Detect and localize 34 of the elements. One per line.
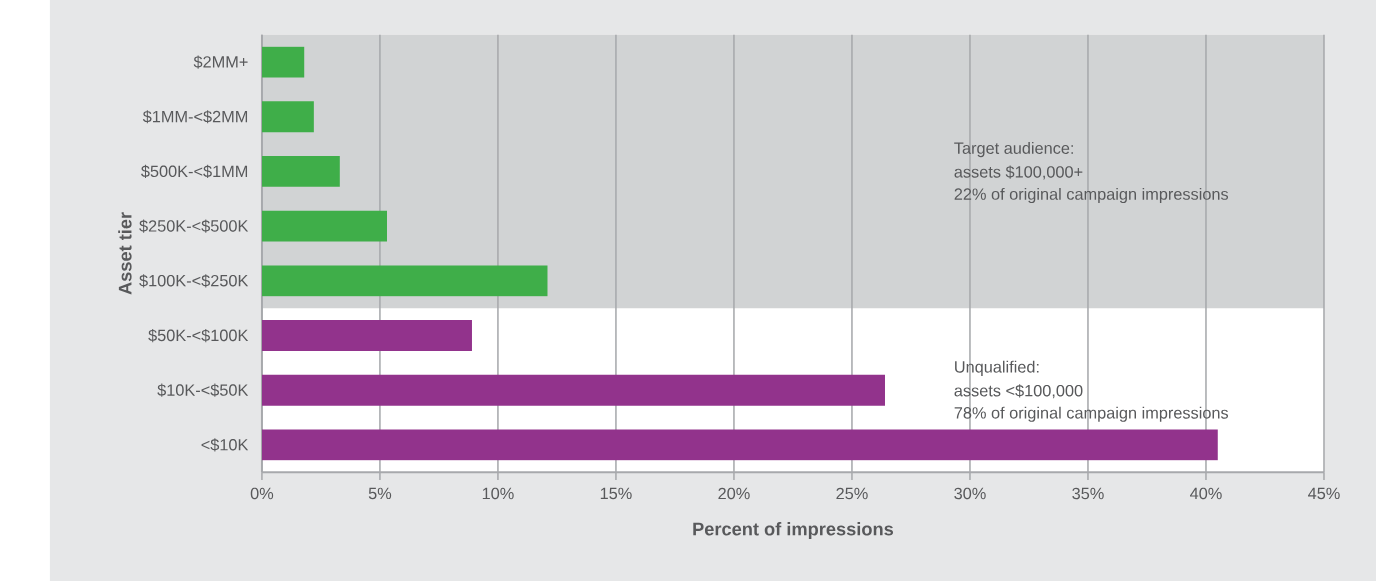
annotation: Unqualified: — [955, 360, 1039, 376]
y-tick-label: <$10K — [201, 438, 249, 452]
annotation: 78% of original campaign impressions — [954, 406, 1229, 422]
annotation: Target audience: — [954, 141, 1073, 158]
bar — [261, 374, 885, 406]
bar — [261, 101, 314, 133]
x-tick-label: 20% — [718, 487, 750, 500]
annotation: 22% of original campaign impressions — [954, 187, 1229, 204]
x-tick-label: 5% — [368, 487, 392, 500]
x-tick-label: 30% — [954, 487, 986, 500]
x-tick-label: 35% — [1072, 487, 1104, 500]
bar — [261, 429, 1218, 461]
y-axis-title: Asset tier — [118, 212, 132, 295]
bar — [261, 46, 305, 78]
y-tick-label: $2MM+ — [193, 55, 248, 69]
annotation: assets <$100,000 — [954, 384, 1083, 399]
y-tick-label: $100K-<$250K — [139, 274, 249, 288]
y-tick-label: $10K-<$50K — [157, 383, 249, 397]
y-tick-label: $250K-<$500K — [139, 219, 249, 233]
bar — [261, 210, 388, 242]
y-tick-label: $50K-<$100K — [148, 328, 249, 343]
x-tick-label: 40% — [1190, 487, 1222, 500]
x-tick-label: 0% — [250, 487, 274, 500]
x-tick-label: 45% — [1308, 487, 1340, 500]
x-tick-label: 15% — [600, 487, 632, 500]
annotation: assets $100,000+ — [954, 165, 1083, 180]
bar — [261, 155, 340, 187]
bar — [261, 265, 548, 297]
x-axis-title: Percent of impressions — [693, 522, 894, 540]
y-tick-label: $1MM-<$2MM — [142, 110, 248, 124]
x-tick-label: 25% — [836, 487, 868, 500]
y-tick-label: $500K-<$1MM — [141, 164, 248, 178]
x-tick-label: 10% — [482, 487, 514, 500]
bar — [261, 320, 472, 351]
